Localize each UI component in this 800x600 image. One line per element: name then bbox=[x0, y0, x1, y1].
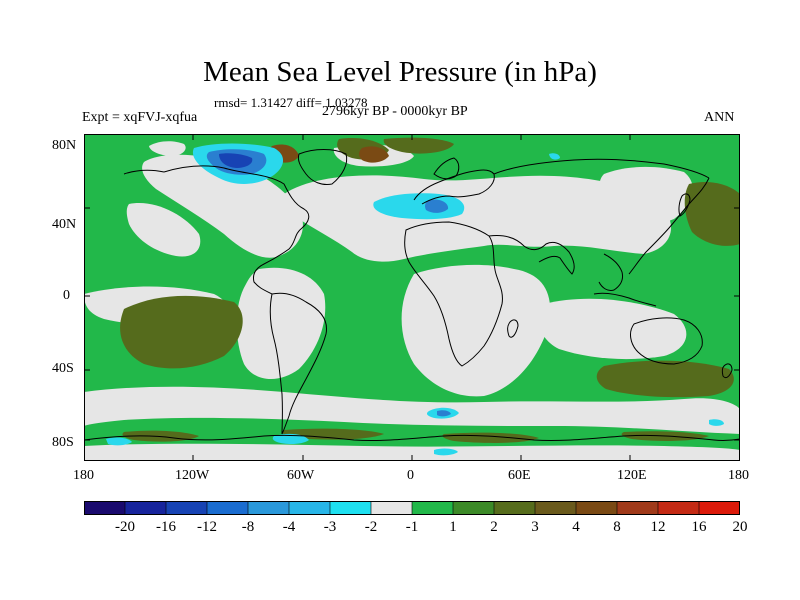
coast-south-america bbox=[271, 292, 328, 435]
colorbar-label-12: 8 bbox=[613, 519, 621, 535]
brown-greenland-east bbox=[359, 146, 389, 163]
colorbar-label-5: -3 bbox=[323, 519, 337, 535]
colorbar-label-13: 12 bbox=[650, 519, 666, 535]
colorbar bbox=[84, 501, 740, 515]
lon-label-0: 0 bbox=[407, 468, 414, 483]
colorbar-swatch-9 bbox=[452, 501, 495, 515]
colorbar-label-11: 4 bbox=[572, 519, 580, 535]
colorbar-label-8: 1 bbox=[449, 519, 457, 535]
colorbar-swatch-2 bbox=[165, 501, 208, 515]
gray-indian-ocean bbox=[539, 298, 687, 360]
olive-southern-indian bbox=[596, 360, 734, 398]
lon-label-180w: 180 bbox=[73, 468, 94, 483]
navy-canada bbox=[219, 153, 253, 168]
colorbar-swatch-7 bbox=[370, 501, 413, 515]
coast-africa bbox=[404, 221, 503, 367]
stats-line: rmsd= 1.31427 diff= 1.03278 bbox=[214, 95, 367, 111]
lon-label-60w: 60W bbox=[287, 468, 315, 483]
colorbar-swatch-13 bbox=[616, 501, 659, 515]
olive-arctic-europe bbox=[383, 137, 454, 154]
coast-japan bbox=[678, 193, 691, 217]
lat-label-0: 0 bbox=[63, 288, 70, 303]
coast-north-america bbox=[163, 165, 310, 295]
colorbar-label-14: 16 bbox=[691, 519, 707, 535]
olive-antarctic-belt-2 bbox=[282, 428, 384, 440]
colorbar-swatch-3 bbox=[206, 501, 249, 515]
colorbar-swatch-5 bbox=[288, 501, 331, 515]
colorbar-label-0: -20 bbox=[115, 519, 135, 535]
olive-south-pacific bbox=[120, 295, 243, 369]
coastlines bbox=[84, 149, 740, 442]
lon-label-180e: 180 bbox=[728, 468, 749, 483]
colorbar-label-4: -4 bbox=[282, 519, 296, 535]
coast-antarctica bbox=[84, 434, 740, 442]
lat-label-40s: 40S bbox=[52, 361, 74, 376]
coast-southeast-asia bbox=[598, 253, 623, 291]
gray-west-pacific-asia bbox=[599, 166, 693, 225]
colorbar-swatch-8 bbox=[411, 501, 454, 515]
gray-north-pacific-left bbox=[126, 203, 201, 257]
cyan-mediterranean bbox=[373, 193, 465, 220]
coast-asia-north bbox=[493, 158, 710, 179]
chart-title: Mean Sea Level Pressure (in hPa) bbox=[203, 56, 597, 88]
colorbar-label-9: 2 bbox=[490, 519, 498, 535]
colorbar-label-2: -12 bbox=[197, 519, 217, 535]
gray-arctic bbox=[149, 141, 186, 156]
gray-southern-ocean bbox=[84, 386, 740, 434]
colorbar-swatch-6 bbox=[329, 501, 372, 515]
lon-label-60e: 60E bbox=[508, 468, 531, 483]
cyan-antarctic-2 bbox=[272, 433, 309, 445]
lon-label-120w: 120W bbox=[175, 468, 210, 483]
colorbar-swatch-14 bbox=[657, 501, 700, 515]
colorbar-frame bbox=[84, 501, 740, 515]
colorbar-label-10: 3 bbox=[531, 519, 539, 535]
blue-mediterranean-core bbox=[425, 199, 449, 213]
colorbar-swatch-0 bbox=[84, 501, 126, 515]
pressure-map bbox=[84, 134, 740, 461]
diff-value: diff= 1.03278 bbox=[296, 95, 368, 110]
colorbar-label-7: -1 bbox=[405, 519, 419, 535]
colorbar-label-1: -16 bbox=[156, 519, 176, 535]
period-label: 2796kyr BP - 0000kyr BP bbox=[322, 104, 468, 119]
colorbar-swatch-15 bbox=[698, 501, 740, 515]
colorbar-swatch-1 bbox=[124, 501, 167, 515]
coast-new-zealand bbox=[721, 363, 733, 379]
coast-south-america-west bbox=[269, 293, 283, 435]
negative-regions bbox=[106, 143, 724, 456]
gray-south-pacific-east bbox=[236, 267, 326, 380]
colorbar-label-15: 20 bbox=[732, 519, 748, 535]
lat-label-40n: 40N bbox=[52, 217, 77, 232]
coast-asia-east bbox=[628, 177, 710, 275]
cyan-antarctic-4 bbox=[434, 448, 458, 456]
cyan-pacific-east bbox=[709, 419, 724, 426]
olive-regions bbox=[120, 137, 740, 443]
coast-australia bbox=[630, 317, 703, 365]
coast-madagascar bbox=[507, 319, 519, 338]
coast-indonesia bbox=[593, 292, 657, 307]
coast-arabia-india bbox=[488, 235, 575, 275]
cyan-arctic-small bbox=[549, 153, 560, 160]
experiment-label: Expt = xqFVJ-xqfua bbox=[82, 110, 198, 125]
colorbar-swatch-12 bbox=[575, 501, 618, 515]
coast-alaska bbox=[123, 169, 165, 175]
rmsd-value: rmsd= 1.31427 bbox=[214, 95, 293, 110]
colorbar-label-3: -8 bbox=[241, 519, 255, 535]
colorbar-swatch-4 bbox=[247, 501, 290, 515]
gray-north-atlantic-europe bbox=[283, 175, 672, 262]
colorbar-swatch-10 bbox=[493, 501, 536, 515]
olive-west-pacific bbox=[684, 182, 740, 246]
cyan-antarctic-3 bbox=[106, 437, 132, 446]
colorbar-swatch-11 bbox=[534, 501, 577, 515]
colorbar-label-6: -2 bbox=[364, 519, 378, 535]
season-label: ANN bbox=[704, 110, 735, 125]
lon-label-120e: 120E bbox=[617, 468, 647, 483]
blue-antarctic-1 bbox=[437, 410, 451, 417]
gray-antarctic bbox=[84, 443, 740, 461]
map-ticks bbox=[84, 134, 740, 461]
gray-tropical-atlantic-africa bbox=[401, 264, 551, 397]
lat-label-80s: 80S bbox=[52, 435, 74, 450]
coast-greenland bbox=[297, 149, 348, 185]
lat-label-80n: 80N bbox=[52, 138, 77, 153]
coast-scandinavia bbox=[433, 157, 460, 180]
